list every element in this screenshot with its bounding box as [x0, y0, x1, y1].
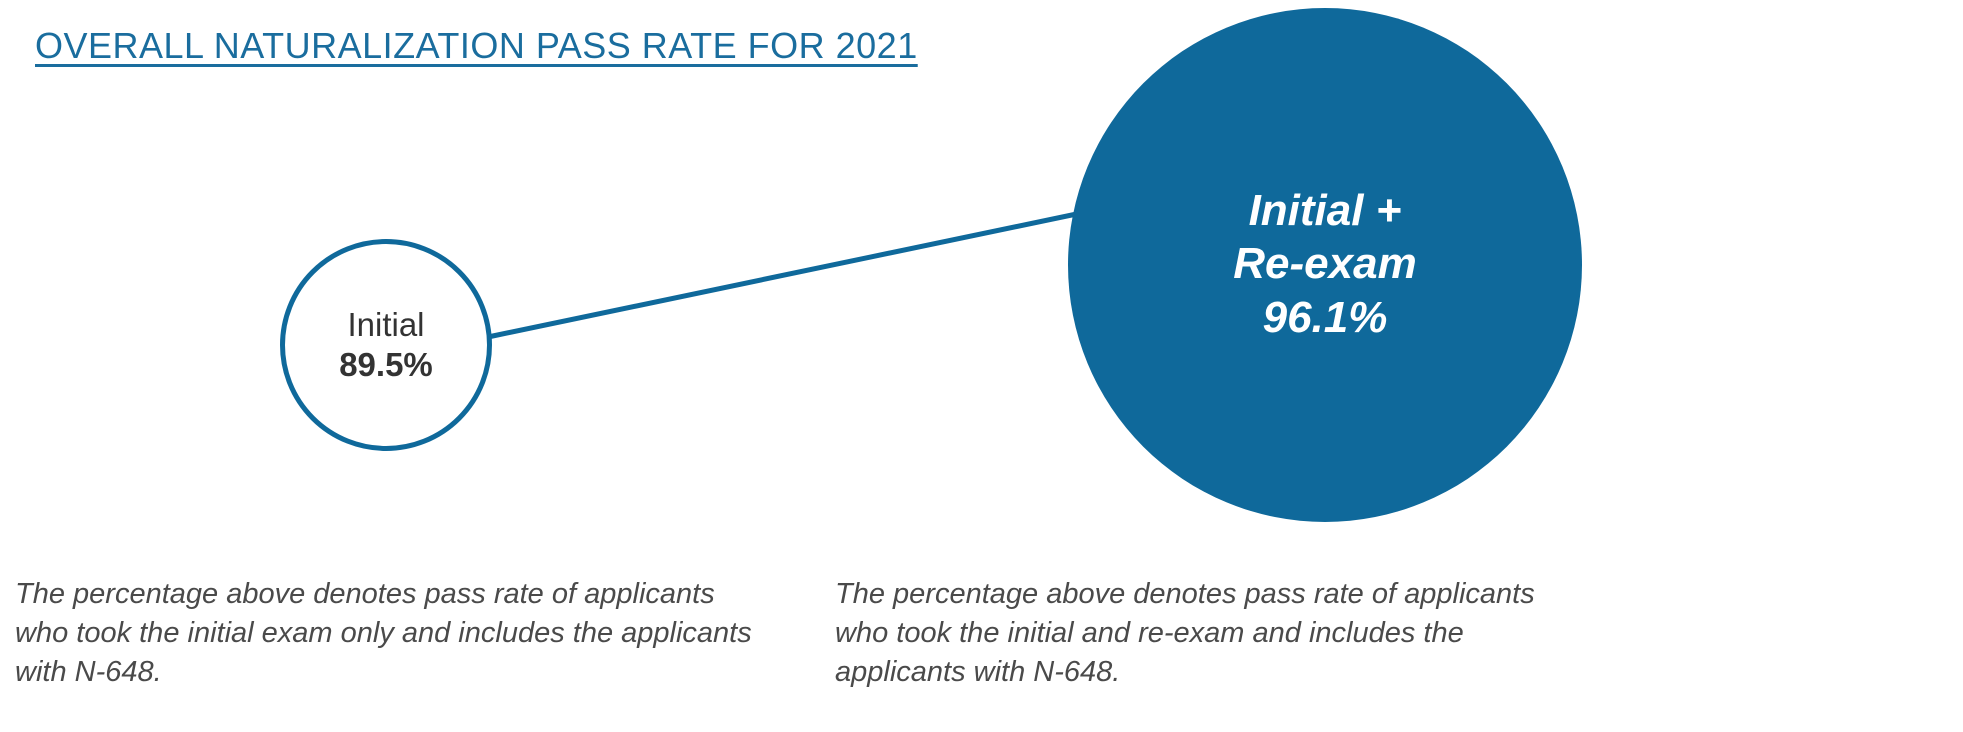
initial-value: 89.5% — [339, 344, 433, 385]
infographic-canvas: OVERALL NATURALIZATION PASS RATE FOR 202… — [0, 0, 1963, 732]
initial-reexam-label-line2: Re-exam — [1233, 238, 1416, 291]
footnote-initial: The percentage above denotes pass rate o… — [15, 575, 755, 692]
initial-label: Initial — [347, 305, 424, 345]
initial-circle: Initial 89.5% — [280, 239, 492, 451]
initial-reexam-label-line1: Initial + — [1249, 185, 1402, 238]
initial-reexam-value: 96.1% — [1263, 290, 1388, 345]
connector-line-segment — [488, 207, 1110, 337]
chart-title: OVERALL NATURALIZATION PASS RATE FOR 202… — [35, 25, 918, 67]
footnote-initial-reexam: The percentage above denotes pass rate o… — [835, 575, 1575, 692]
initial-reexam-circle: Initial + Re-exam 96.1% — [1068, 8, 1582, 522]
